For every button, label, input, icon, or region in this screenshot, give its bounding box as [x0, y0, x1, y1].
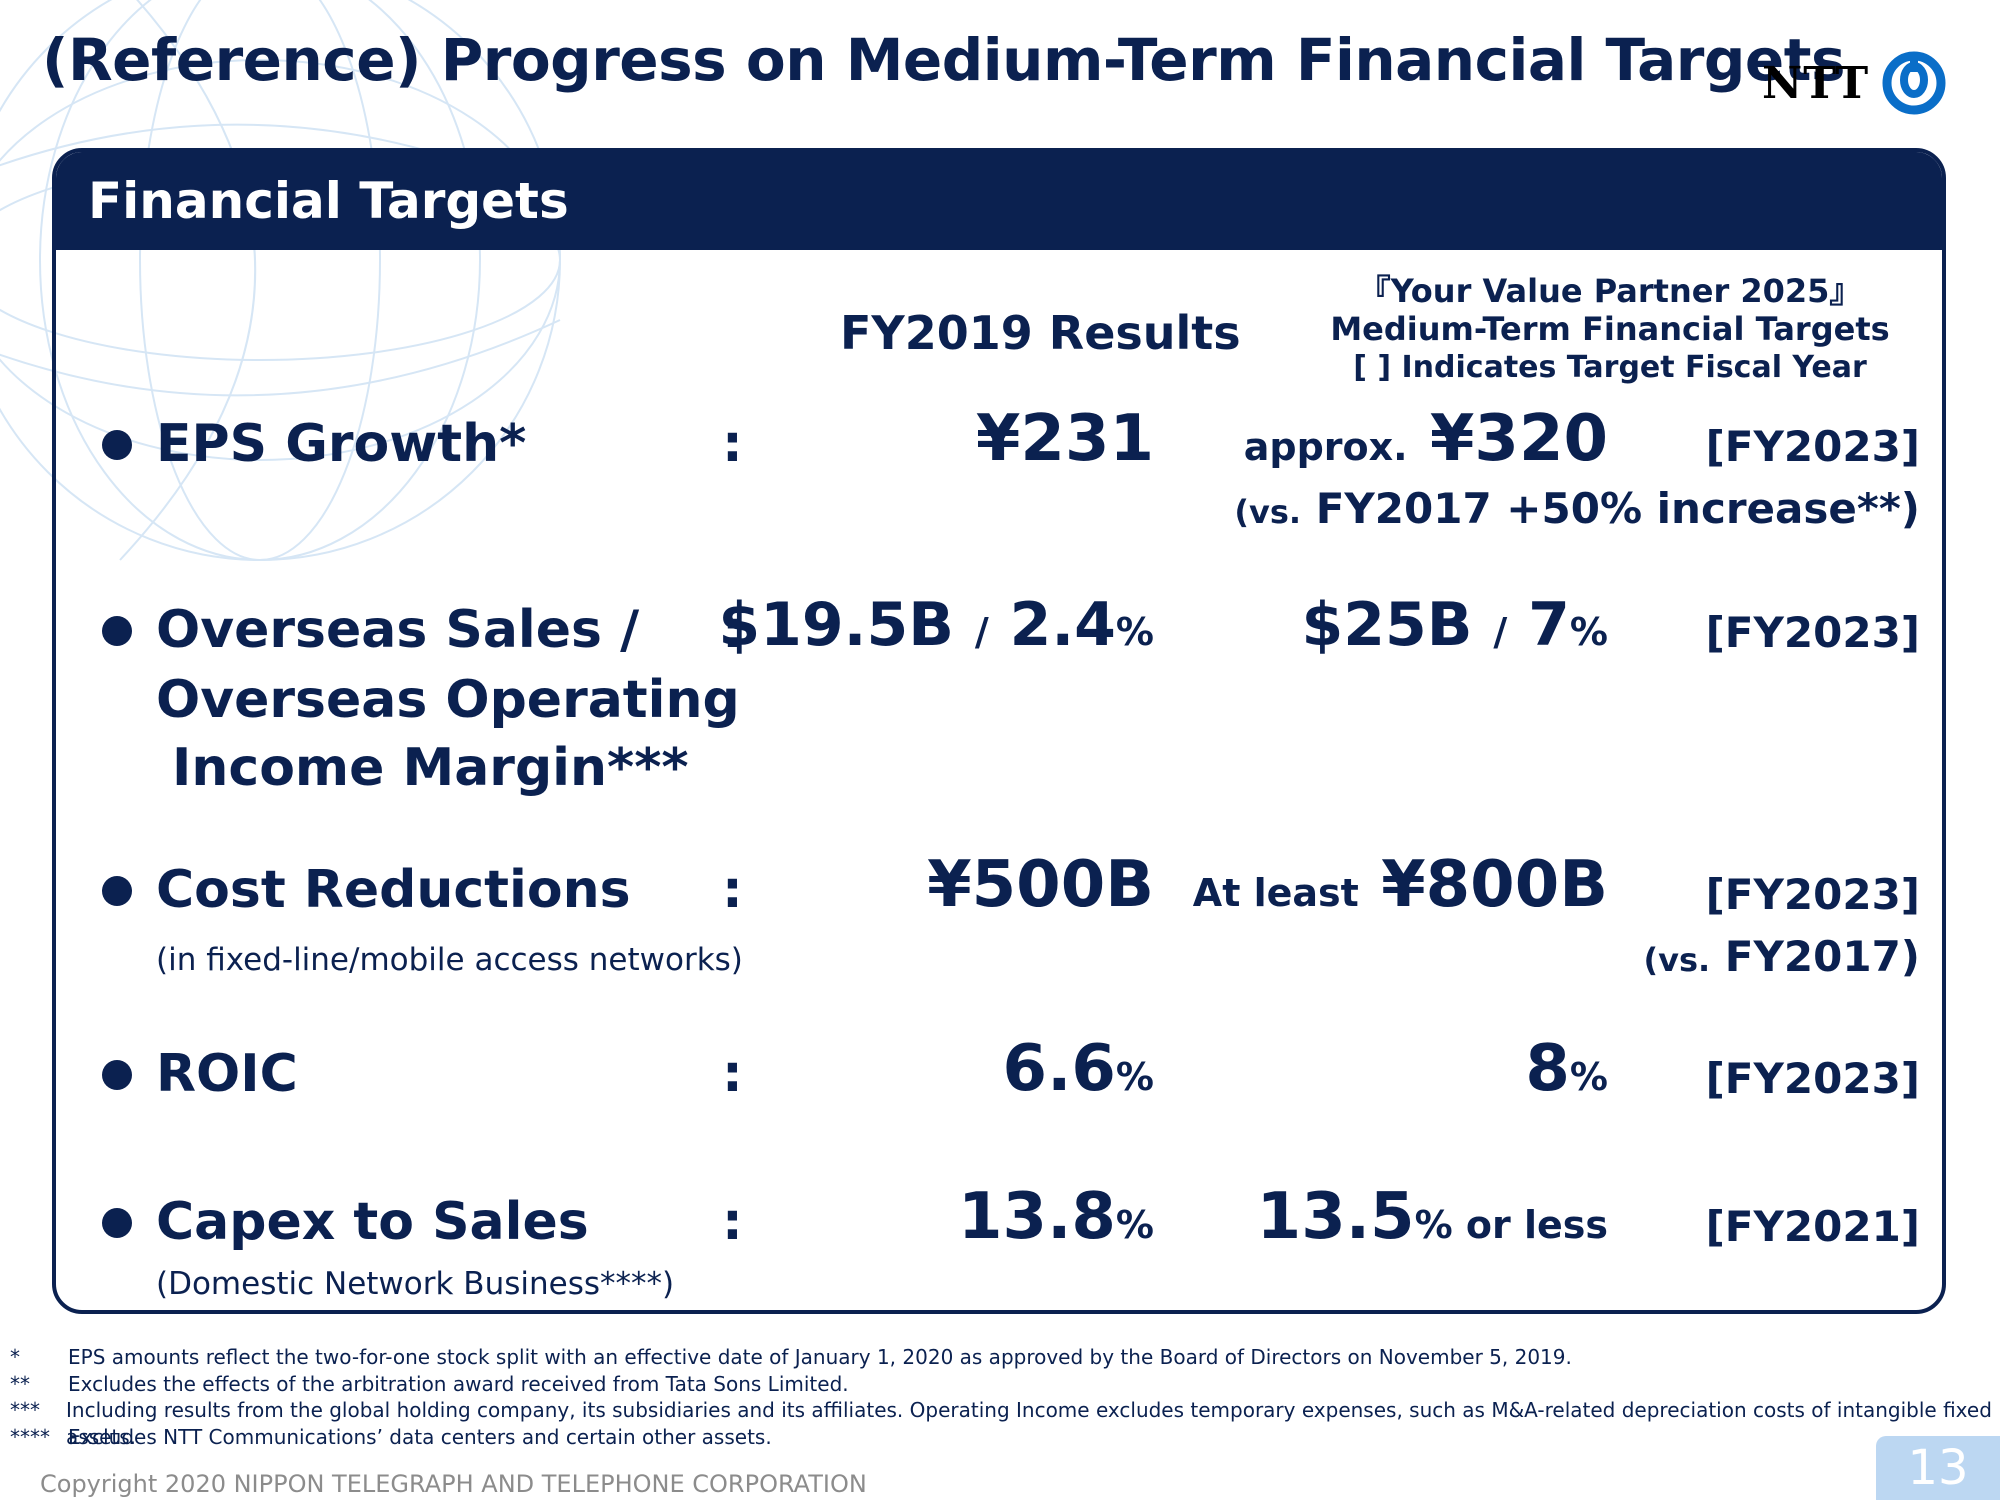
row-roic-fy: [FY2023]	[1705, 1054, 1920, 1103]
row-eps-colon: :	[722, 414, 743, 474]
row-cost-result: ¥500B	[927, 848, 1154, 922]
row-cost-fy: [FY2023]	[1705, 870, 1920, 919]
col-header-target-line2: Medium-Term Financial Targets	[1330, 310, 1890, 348]
row-capex-result: 13.8%	[958, 1180, 1154, 1254]
page-number: 13	[1876, 1436, 2000, 1500]
row-eps-label: EPS Growth*	[156, 414, 527, 474]
bullet-icon	[102, 1060, 132, 1090]
footnote-mark: *	[10, 1345, 20, 1369]
row-capex-colon: :	[722, 1192, 743, 1252]
row-overseas-label-line2: Overseas Operating	[156, 670, 740, 730]
row-eps-note-prefix: (vs.	[1234, 493, 1302, 531]
footnote: **** Excludes NTT Communications’ data ce…	[10, 1424, 2000, 1451]
row-eps-note: (vs. FY2017 +50% increase**)	[1234, 484, 1920, 533]
row-cost-note-prefix: (vs.	[1643, 941, 1711, 979]
bullet-icon	[102, 616, 132, 646]
footnote-mark: **	[10, 1371, 30, 1396]
row-eps-target-prefix: approx.	[1243, 425, 1408, 469]
row-overseas-target-margin: 7	[1528, 590, 1570, 660]
footnote-mark: ***	[10, 1398, 40, 1422]
row-eps-note-text: FY2017 +50% increase**)	[1315, 484, 1920, 533]
footnote: *** Including results from the global hol…	[10, 1397, 2000, 1449]
row-roic-target-unit: %	[1569, 1055, 1608, 1099]
row-overseas-result-unit: %	[1115, 610, 1154, 654]
row-eps-target: approx. ¥320	[1244, 402, 1608, 476]
page-title: (Reference) Progress on Medium-Term Fina…	[42, 26, 1846, 94]
row-overseas-fy: [FY2023]	[1705, 608, 1920, 657]
row-capex-target-value: 13.5	[1256, 1180, 1415, 1254]
ntt-ring-logo-icon	[1882, 51, 1946, 115]
row-roic-target-value: 8	[1525, 1032, 1570, 1106]
ntt-logo: NTT	[1762, 50, 1947, 116]
row-cost-sublabel: (in fixed-line/mobile access networks)	[156, 942, 743, 978]
row-overseas-label-line3: Income Margin***	[172, 738, 689, 798]
logo-text: NTT	[1762, 57, 1870, 109]
row-roic-result: 6.6%	[1003, 1032, 1154, 1106]
row-overseas-target: $25B / 7%	[1302, 590, 1608, 660]
row-capex-target-unit: % or less	[1414, 1203, 1608, 1247]
bullet-icon	[102, 876, 132, 906]
footnote-mark: ****	[10, 1424, 50, 1449]
footnote-text: Excludes the effects of the arbitration …	[68, 1371, 849, 1396]
row-capex-sublabel: (Domestic Network Business****)	[156, 1266, 675, 1302]
row-cost-label: Cost Reductions	[156, 860, 631, 920]
row-roic-result-value: 6.6	[1002, 1032, 1116, 1106]
row-roic-target: 8%	[1525, 1032, 1608, 1106]
financial-targets-panel: Financial Targets	[52, 148, 1946, 1314]
bullet-icon	[102, 430, 132, 460]
row-capex-result-unit: %	[1115, 1203, 1154, 1247]
col-header-target-line1: 『Your Value Partner 2025』	[1358, 272, 1862, 310]
row-eps-result: ¥231	[975, 402, 1154, 476]
row-cost-target-value: ¥800B	[1381, 848, 1608, 922]
row-capex-fy: [FY2021]	[1705, 1202, 1920, 1251]
bullet-icon	[102, 1208, 132, 1238]
row-overseas-target-unit: %	[1569, 610, 1608, 654]
panel-header: Financial Targets	[56, 152, 1942, 250]
row-capex-target: 13.5% or less	[1257, 1180, 1608, 1254]
copyright: Copyright 2020 NIPPON TELEGRAPH AND TELE…	[40, 1470, 867, 1498]
footnote-text: EPS amounts reflect the two-for-one stoc…	[68, 1345, 1572, 1369]
col-header-results: FY2019 Results	[840, 306, 1241, 360]
row-overseas-target-sep: /	[1493, 610, 1508, 654]
col-header-target-line3: [ ] Indicates Target Fiscal Year	[1353, 350, 1867, 385]
row-overseas-result: $19.5B / 2.4%	[718, 590, 1154, 660]
row-overseas-colon: :	[722, 600, 743, 660]
row-capex-result-value: 13.8	[958, 1180, 1116, 1254]
row-roic-result-unit: %	[1115, 1055, 1154, 1099]
footnote: * EPS amounts reflect the two-for-one sto…	[10, 1344, 2000, 1371]
row-overseas-label-line1: Overseas Sales /	[156, 600, 640, 660]
footnote-text: Including results from the global holdin…	[66, 1398, 1992, 1449]
row-capex-label: Capex to Sales	[156, 1192, 589, 1252]
row-eps-target-value: ¥320	[1429, 402, 1608, 476]
row-roic-colon: :	[722, 1044, 743, 1104]
row-cost-note: (vs. FY2017)	[1643, 932, 1920, 981]
row-cost-target-prefix: At least	[1192, 871, 1359, 915]
row-eps-fy: [FY2023]	[1705, 422, 1920, 471]
row-overseas-target-sales: $25B	[1301, 590, 1473, 660]
row-cost-note-text: FY2017)	[1724, 932, 1920, 981]
footnote-text: Excludes NTT Communications’ data center…	[68, 1424, 772, 1449]
row-cost-target: At least ¥800B	[1193, 848, 1608, 922]
row-overseas-result-sales: $19.5B	[718, 590, 954, 660]
row-cost-colon: :	[722, 860, 743, 920]
footnote: ** Excludes the effects of the arbitratio…	[10, 1371, 2000, 1398]
row-overseas-result-sep: /	[974, 610, 989, 654]
row-overseas-result-margin: 2.4	[1009, 590, 1116, 660]
row-roic-label: ROIC	[156, 1044, 298, 1104]
footnotes: * EPS amounts reflect the two-for-one sto…	[10, 1344, 2000, 1450]
